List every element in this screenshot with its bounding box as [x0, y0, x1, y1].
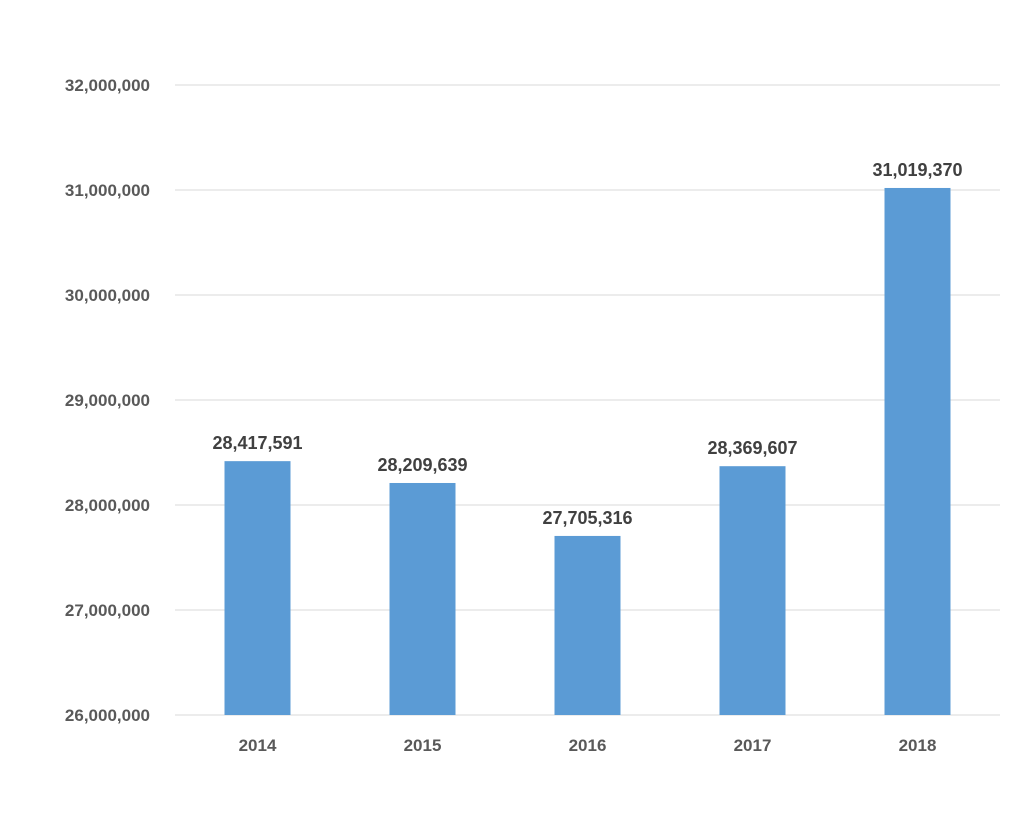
- gridlines: [175, 84, 1000, 716]
- y-tick-label: 27,000,000: [65, 601, 150, 620]
- y-tick-label: 29,000,000: [65, 391, 150, 410]
- y-tick-label: 26,000,000: [65, 706, 150, 725]
- data-label-2014: 28,417,591: [212, 433, 302, 453]
- data-label-2017: 28,369,607: [707, 438, 797, 458]
- bar-2015: [389, 482, 456, 715]
- x-tick-label-2018: 2018: [899, 736, 937, 755]
- x-tick-label-2016: 2016: [569, 736, 607, 755]
- data-labels: 28,417,591 28,209,639 27,705,316 28,369,607…: [212, 160, 962, 528]
- y-tick-label: 32,000,000: [65, 76, 150, 95]
- data-label-2018: 31,019,370: [872, 160, 962, 180]
- x-tick-label-2014: 2014: [239, 736, 277, 755]
- x-axis-tick-labels: 2014 2015 2016 2017 2018: [239, 736, 937, 755]
- y-axis-tick-labels: 26,000,000 27,000,000 28,000,000 29,000,000…: [65, 76, 150, 725]
- bar-2014: [224, 461, 291, 715]
- data-label-2015: 28,209,639: [377, 455, 467, 475]
- bar-2017: [719, 466, 786, 715]
- bar-2018: [884, 187, 951, 715]
- bars: [224, 187, 951, 715]
- bar-2016: [554, 535, 621, 715]
- y-tick-label: 31,000,000: [65, 181, 150, 200]
- y-tick-label: 30,000,000: [65, 286, 150, 305]
- y-tick-label: 28,000,000: [65, 496, 150, 515]
- x-tick-label-2017: 2017: [734, 736, 772, 755]
- x-tick-label-2015: 2015: [404, 736, 442, 755]
- data-label-2016: 27,705,316: [542, 508, 632, 528]
